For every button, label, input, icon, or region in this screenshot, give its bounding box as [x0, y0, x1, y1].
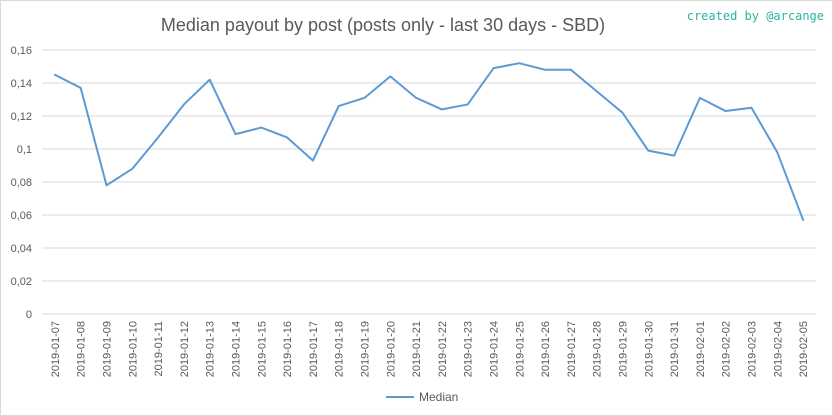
y-tick-label: 0,14	[11, 78, 32, 90]
y-tick-label: 0,06	[11, 210, 32, 222]
legend-label: Median	[419, 390, 458, 404]
legend: Median	[386, 390, 458, 404]
x-tick-label: 2019-01-12	[179, 321, 191, 377]
x-tick-label: 2019-01-24	[489, 321, 501, 377]
x-tick-label: 2019-01-18	[334, 321, 346, 377]
gridlines	[42, 49, 816, 315]
x-tick-label: 2019-02-01	[695, 321, 707, 377]
y-tick-label: 0,02	[11, 276, 32, 288]
x-tick-label: 2019-01-26	[540, 321, 552, 377]
y-tick-label: 0	[26, 309, 32, 321]
x-tick-label: 2019-01-25	[514, 321, 526, 377]
x-tick-label: 2019-01-15	[256, 321, 268, 377]
x-tick-label: 2019-01-22	[437, 321, 449, 377]
y-tick-label: 0,12	[11, 111, 32, 123]
credit-label: created by @arcange	[687, 9, 824, 23]
x-tick-label: 2019-02-04	[772, 321, 784, 377]
x-tick-label: 2019-01-19	[360, 321, 372, 377]
y-tick-label: 0,16	[11, 45, 32, 57]
x-tick-label: 2019-01-14	[231, 321, 243, 377]
x-tick-label: 2019-02-02	[721, 321, 733, 377]
x-tick-label: 2019-01-30	[643, 321, 655, 377]
y-tick-label: 0,08	[11, 177, 32, 189]
x-tick-label: 2019-01-13	[205, 321, 217, 377]
y-axis-tick-labels: 0 0,02 0,04 0,06 0,08 0,1 0,12 0,14 0,16	[11, 45, 32, 321]
x-tick-label: 2019-01-17	[308, 321, 320, 377]
chart-title: Median payout by post (posts only - last…	[161, 15, 605, 35]
x-tick-label: 2019-01-27	[566, 321, 578, 377]
x-tick-label: 2019-01-08	[76, 321, 88, 377]
x-tick-label: 2019-01-11	[153, 321, 165, 376]
x-tick-label: 2019-01-29	[618, 321, 630, 377]
x-tick-label: 2019-01-20	[385, 321, 397, 377]
x-tick-label: 2019-01-16	[282, 321, 294, 377]
x-tick-label: 2019-01-23	[463, 321, 475, 377]
x-tick-label: 2019-01-31	[669, 321, 681, 377]
y-tick-label: 0,1	[17, 144, 32, 156]
series-line-median	[53, 62, 805, 221]
x-tick-label: 2019-02-05	[798, 321, 810, 377]
x-tick-label: 2019-01-07	[50, 321, 62, 377]
x-tick-label: 2019-01-09	[102, 321, 114, 377]
x-tick-label: 2019-01-28	[592, 321, 604, 377]
series-layer	[53, 62, 805, 221]
x-axis-tick-labels: 2019-01-07 2019-01-08 2019-01-09 2019-01-10…	[50, 321, 810, 377]
x-tick-label: 2019-01-10	[127, 321, 139, 377]
x-tick-label: 2019-02-03	[747, 321, 759, 377]
y-tick-label: 0,04	[11, 243, 32, 255]
x-tick-label: 2019-01-21	[411, 321, 423, 377]
